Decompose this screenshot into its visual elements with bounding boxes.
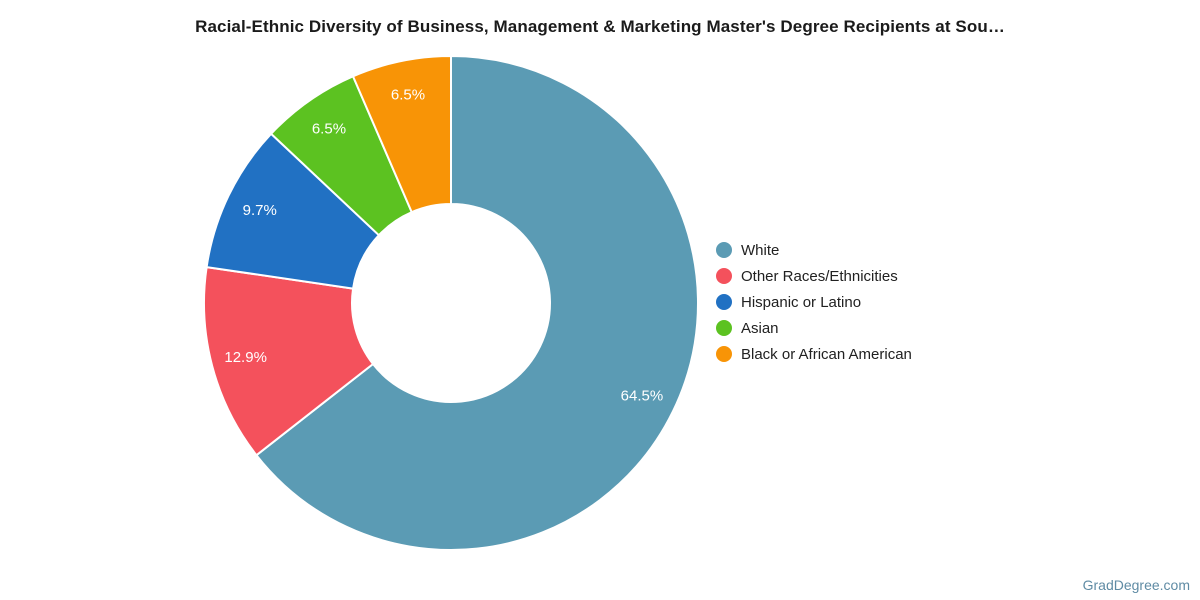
slice-value-label-black-or-african-american: 6.5%: [391, 86, 425, 103]
legend-item-other-races-ethnicities[interactable]: Other Races/Ethnicities: [716, 263, 912, 289]
legend-label-hispanic-or-latino: Hispanic or Latino: [741, 293, 862, 311]
donut-slice-black-or-african-american[interactable]: [352, 55, 452, 214]
legend-item-hispanic-or-latino[interactable]: Hispanic or Latino: [716, 289, 912, 315]
donut-slice-white[interactable]: [255, 55, 699, 551]
legend-swatch-other-races-ethnicities: [716, 268, 732, 284]
legend-label-white: White: [741, 241, 780, 259]
slice-value-label-other-races-ethnicities: 12.9%: [224, 349, 267, 366]
legend-item-asian[interactable]: Asian: [716, 315, 912, 341]
legend-swatch-hispanic-or-latino: [716, 294, 732, 310]
legend-swatch-black-or-african-american: [716, 346, 732, 362]
slice-value-label-white: 64.5%: [621, 388, 664, 405]
legend-label-other-races-ethnicities: Other Races/Ethnicities: [741, 267, 898, 285]
legend-label-asian: Asian: [741, 319, 779, 337]
donut-slice-other-races-ethnicities[interactable]: [203, 266, 375, 457]
slice-value-label-asian: 6.5%: [312, 121, 346, 138]
legend-swatch-asian: [716, 320, 732, 336]
legend-swatch-white: [716, 242, 732, 258]
chart-legend: White Other Races/Ethnicities Hispanic o…: [716, 237, 912, 367]
legend-label-black-or-african-american: Black or African American: [741, 345, 912, 363]
watermark-link[interactable]: GradDegree.com: [1082, 577, 1190, 593]
legend-item-white[interactable]: White: [716, 237, 912, 263]
legend-item-black-or-african-american[interactable]: Black or African American: [716, 341, 912, 367]
slice-value-label-hispanic-or-latino: 9.7%: [243, 202, 277, 219]
donut-chart: 64.5% 12.9% 9.7% 6.5% 6.5%: [203, 55, 699, 551]
chart-title: Racial-Ethnic Diversity of Business, Man…: [195, 17, 1005, 36]
